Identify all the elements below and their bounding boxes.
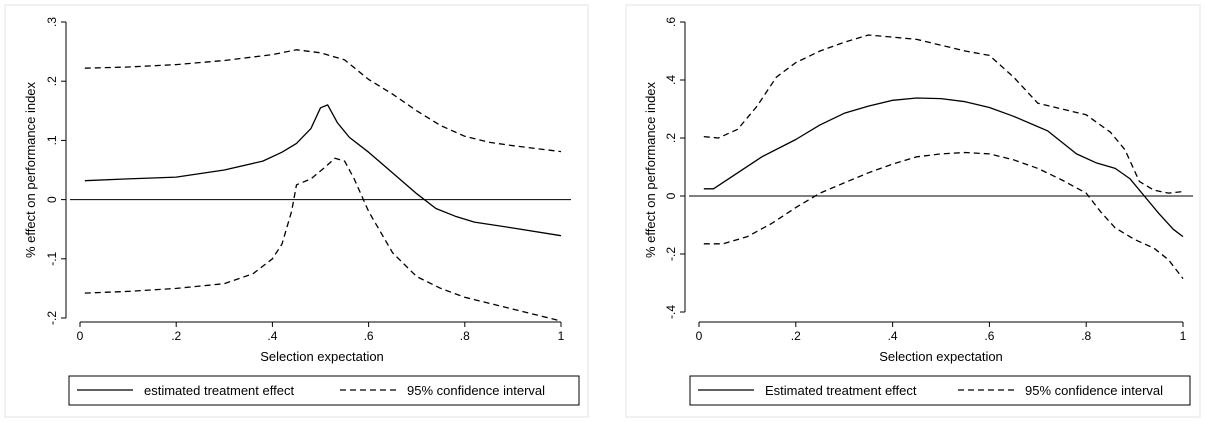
y-tick-label: 0 [45, 196, 59, 203]
y-tick-label: .6 [664, 17, 678, 27]
x-axis-label: Selection expectation [879, 349, 1003, 364]
x-tick-label: 1 [1180, 329, 1187, 343]
y-tick-label: .3 [45, 17, 59, 27]
legend-label-solid: estimated treatment effect [144, 383, 294, 398]
y-tick-label: .1 [45, 135, 59, 145]
legend: estimated treatment effect 95% confidenc… [68, 375, 580, 406]
y-tick-label: -.2 [45, 311, 59, 325]
legend-box [689, 375, 1191, 406]
y-axis-label: % effect on performance index [643, 81, 658, 258]
panel-border [4, 4, 589, 418]
x-tick-label: .6 [364, 329, 374, 343]
x-tick-label: .2 [791, 329, 801, 343]
legend: Estimated treatment effect 95% confidenc… [689, 375, 1191, 406]
series-line-ci-upper [84, 49, 562, 153]
y-tick-label: 0 [664, 192, 678, 199]
panel-border [625, 4, 1201, 418]
x-tick-label: .4 [888, 329, 898, 343]
x-tick-label: .6 [984, 329, 994, 343]
legend-box [68, 375, 580, 406]
legend-label-dashed: 95% confidence interval [1025, 383, 1163, 398]
y-tick-label: -.4 [664, 305, 678, 319]
series-line-estimate [703, 97, 1184, 238]
chart-panel-right: % effect on performance index Selection … [625, 4, 1201, 418]
series-line-estimate [84, 104, 562, 237]
y-tick-label: .2 [664, 133, 678, 143]
x-tick-label: 1 [558, 329, 565, 343]
y-axis-label: % effect on performance index [23, 81, 38, 258]
y-tick-label: .4 [664, 75, 678, 85]
x-tick-label: .8 [1081, 329, 1091, 343]
series-line-ci-upper [703, 34, 1184, 194]
x-axis-label: Selection expectation [260, 349, 384, 364]
legend-label-solid: Estimated treatment effect [765, 383, 917, 398]
y-tick-label: -.1 [45, 251, 59, 265]
series-line-ci-lower [703, 151, 1184, 279]
x-tick-label: 0 [696, 329, 703, 343]
legend-label-dashed: 95% confidence interval [407, 383, 545, 398]
x-tick-label: .2 [171, 329, 181, 343]
chart-panel-left: % effect on performance index Selection … [4, 4, 589, 418]
series-line-ci-lower [84, 157, 562, 322]
x-tick-label: .4 [267, 329, 277, 343]
y-tick-label: -.2 [664, 247, 678, 261]
x-tick-label: .8 [460, 329, 470, 343]
x-tick-label: 0 [77, 329, 84, 343]
y-tick-label: .2 [45, 76, 59, 86]
